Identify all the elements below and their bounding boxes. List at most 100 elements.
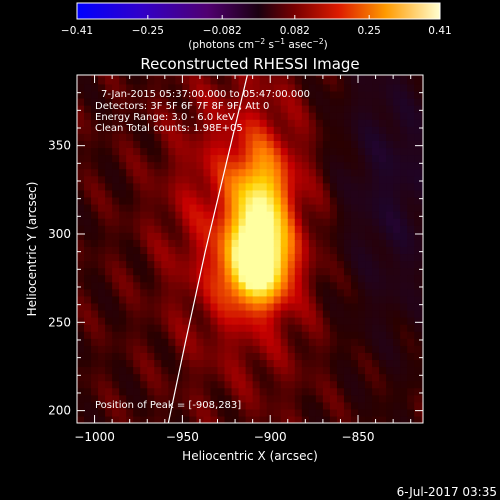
- heatmap-cell: [273, 76, 282, 85]
- heatmap-cell: [336, 408, 345, 417]
- heatmap-cell: [308, 232, 317, 240]
- heatmap-cell: [168, 126, 176, 134]
- heatmap-cell: [77, 83, 85, 92]
- heatmap-cell: [365, 415, 373, 423]
- heatmap-cell: [84, 90, 92, 99]
- heatmap-cell: [421, 408, 423, 417]
- heatmap-cell: [421, 133, 423, 141]
- heatmap-cell: [119, 359, 127, 368]
- heatmap-cell: [315, 105, 324, 113]
- heatmap-cell: [421, 267, 423, 276]
- heatmap-cell: [224, 119, 233, 127]
- heatmap-cell: [140, 380, 148, 389]
- heatmap-cell: [322, 225, 331, 233]
- heatmap-cell: [224, 288, 233, 297]
- heatmap-cell: [105, 97, 113, 106]
- heatmap-cell: [224, 105, 233, 113]
- heatmap-cell: [350, 317, 359, 325]
- heatmap-cell: [400, 90, 408, 99]
- heatmap-cell: [105, 112, 113, 120]
- heatmap-cell: [245, 75, 254, 78]
- heatmap-cell: [421, 154, 423, 163]
- heatmap-cell: [322, 359, 331, 368]
- heatmap-cell: [414, 76, 422, 85]
- heatmap-cell: [308, 373, 317, 382]
- heatmap-cell: [77, 154, 85, 163]
- heatmap-cell: [203, 288, 212, 297]
- heatmap-cell: [217, 302, 226, 311]
- heatmap-cell: [280, 76, 289, 85]
- heatmap-cell: [126, 83, 134, 92]
- heatmap-cell: [147, 90, 155, 99]
- heatmap-cell: [273, 415, 282, 423]
- heatmap-cell: [336, 366, 345, 375]
- heatmap-cell: [238, 352, 247, 361]
- heatmap-cell: [343, 119, 352, 127]
- heatmap-cell: [161, 317, 169, 325]
- heatmap-cell: [126, 175, 134, 184]
- heatmap-cell: [147, 387, 155, 396]
- heatmap-cell: [105, 154, 113, 163]
- heatmap-cell: [414, 281, 422, 290]
- heatmap-cell: [161, 288, 169, 297]
- heatmap-cell: [126, 76, 134, 85]
- heatmap-cell: [379, 331, 387, 339]
- heatmap-cell: [421, 97, 423, 106]
- heatmap-cell: [280, 317, 289, 325]
- heatmap-cell: [414, 161, 422, 170]
- heatmap-cell: [372, 281, 380, 290]
- heatmap-cell: [400, 302, 408, 311]
- heatmap-cell: [175, 140, 183, 149]
- heatmap-cell: [189, 324, 198, 332]
- heatmap-cell: [421, 232, 423, 240]
- heatmap-cell: [301, 76, 310, 85]
- heatmap-cell: [112, 196, 120, 205]
- heatmap-cell: [400, 119, 408, 127]
- heatmap-cell: [182, 189, 191, 198]
- heatmap-cell: [203, 387, 212, 396]
- heatmap-cell: [217, 366, 226, 375]
- heatmap-cell: [182, 324, 191, 332]
- heatmap-cell: [224, 239, 233, 247]
- heatmap-cell: [252, 105, 261, 113]
- heatmap-cell: [224, 359, 233, 368]
- heatmap-cell: [231, 267, 240, 276]
- heatmap-cell: [238, 267, 247, 276]
- heatmap-cell: [315, 253, 324, 262]
- heatmap-cell: [315, 211, 324, 219]
- heatmap-cell: [182, 274, 191, 283]
- heatmap-cell: [329, 154, 338, 163]
- heatmap-cell: [322, 380, 331, 389]
- heatmap-cell: [203, 373, 212, 382]
- heatmap-cell: [315, 260, 324, 269]
- heatmap-cell: [400, 415, 408, 423]
- heatmap-cell: [273, 302, 282, 311]
- heatmap-cell: [350, 140, 359, 149]
- heatmap-cell: [238, 75, 247, 78]
- heatmap-cell: [182, 394, 191, 403]
- heatmap-cell: [245, 76, 254, 85]
- heatmap-cell: [407, 408, 415, 417]
- heatmap-cell: [77, 253, 85, 262]
- heatmap-cell: [343, 147, 352, 156]
- heatmap-cell: [273, 112, 282, 120]
- heatmap-cell: [168, 246, 176, 255]
- heatmap-cell: [161, 295, 169, 304]
- heatmap-cell: [358, 415, 366, 423]
- heatmap-cell: [287, 295, 296, 304]
- heatmap-cell: [210, 387, 219, 396]
- heatmap-cell: [414, 112, 422, 120]
- heatmap-cell: [238, 133, 247, 141]
- heatmap-cell: [175, 225, 183, 233]
- heatmap-cell: [245, 112, 254, 120]
- heatmap-cell: [294, 203, 303, 212]
- heatmap-cell: [203, 75, 212, 78]
- heatmap-cell: [329, 274, 338, 283]
- heatmap-cell: [252, 211, 261, 219]
- heatmap-cell: [196, 387, 205, 396]
- heatmap-cell: [210, 345, 219, 353]
- heatmap-cell: [203, 211, 212, 219]
- heatmap-cell: [175, 75, 183, 78]
- heatmap-cell: [315, 75, 324, 78]
- heatmap-cell: [308, 253, 317, 262]
